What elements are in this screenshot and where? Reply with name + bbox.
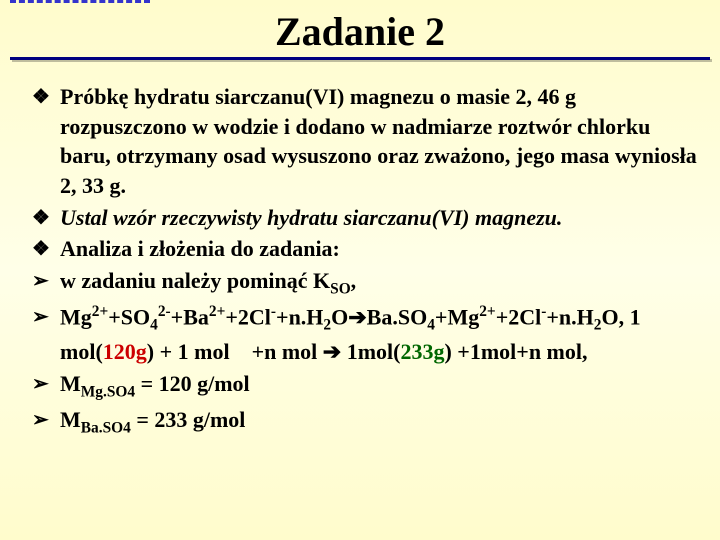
item-text: Próbkę hydratu siarczanu(VI) magnezu o m…: [60, 82, 698, 201]
content-area: ❖ Próbkę hydratu siarczanu(VI) magnezu o…: [0, 64, 720, 439]
item-text: MBa.SO4 = 233 g/mol: [60, 405, 698, 439]
diamond-bullet-icon: ❖: [32, 82, 60, 111]
diamond-bullet-icon: ❖: [32, 203, 60, 232]
list-item: ➢ MBa.SO4 = 233 g/mol: [32, 405, 698, 439]
arrow-bullet-icon: ➢: [32, 266, 60, 295]
list-item: ❖ Analiza i złożenia do zadania:: [32, 234, 698, 264]
list-item: ➢ Mg2++SO42-+Ba2++2Cl-+n.H2O➔Ba.SO4+Mg2+…: [32, 302, 698, 366]
list-item: ❖ Próbkę hydratu siarczanu(VI) magnezu o…: [32, 82, 698, 201]
title-bar: Zadanie 2: [0, 0, 720, 64]
list-item: ➢ MMg.SO4 = 120 g/mol: [32, 369, 698, 403]
list-item: ❖ Ustal wzór rzeczywisty hydratu siarcza…: [32, 203, 698, 233]
item-text: Analiza i złożenia do zadania:: [60, 234, 698, 264]
item-text: w zadaniu należy pominąć KSO,: [60, 266, 698, 300]
slide-title: Zadanie 2: [0, 8, 720, 55]
arrow-bullet-icon: ➢: [32, 302, 60, 331]
arrow-bullet-icon: ➢: [32, 369, 60, 398]
item-text: Mg2++SO42-+Ba2++2Cl-+n.H2O➔Ba.SO4+Mg2++2…: [60, 302, 698, 366]
title-underline: [10, 57, 710, 60]
item-text: MMg.SO4 = 120 g/mol: [60, 369, 698, 403]
slide: Zadanie 2 ❖ Próbkę hydratu siarczanu(VI)…: [0, 0, 720, 540]
arrow-bullet-icon: ➢: [32, 405, 60, 434]
item-text: Ustal wzór rzeczywisty hydratu siarczanu…: [60, 203, 698, 233]
list-item: ➢ w zadaniu należy pominąć KSO,: [32, 266, 698, 300]
diamond-bullet-icon: ❖: [32, 234, 60, 263]
